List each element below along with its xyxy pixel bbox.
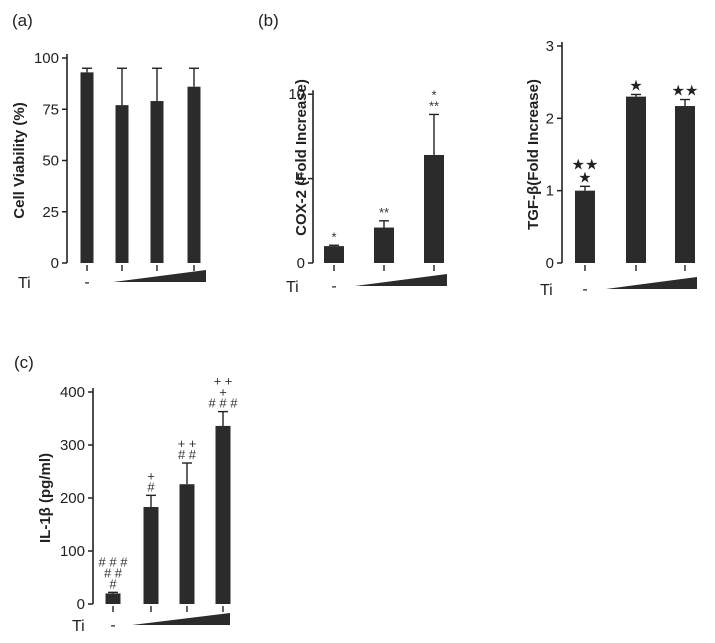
y-tick-label: 0 [546,255,554,272]
y-tick-label: 300 [60,437,85,454]
y-tick-label: 25 [42,204,59,221]
y-tick-label: 1 [546,183,554,200]
y-axis-title: IL-1β (pg/ml) [37,453,54,543]
significance-label: # # # [99,554,129,569]
significance-label: + [219,385,227,400]
bar [675,106,695,263]
y-tick-label: 0 [77,596,85,613]
bar [105,593,121,604]
panel-label-a: (a) [12,11,33,30]
significance-label: ** [429,98,439,113]
significance-label: ★ [578,169,591,186]
y-tick-label: 0 [297,255,305,272]
bar [215,425,231,604]
y-axis-title: Cell Viability (%) [11,102,28,218]
dose-wedge [113,270,206,282]
significance-label: ★ [629,77,642,94]
dose-wedge [132,613,230,625]
significance-label: ★★ [672,83,699,100]
y-tick-label: 100 [34,50,59,67]
treatment-label: Ti [18,275,31,292]
panel-label-c: (c) [14,353,34,372]
bar [187,86,201,263]
dose-wedge [355,274,447,286]
y-axis-title: COX-2 (Fold Increase) [293,79,310,236]
chart-cell-viability: 0 25 50 75 100 Cell Viability (%) Ti - [11,50,206,292]
bar [150,101,164,263]
control-dash: - [582,281,587,298]
y-tick-label: 75 [42,101,59,118]
significance-label: ★★ [572,156,599,173]
bar [179,484,195,604]
bar [626,96,646,263]
significance-label: # [109,576,117,591]
y-tick-label: 5 [297,171,305,188]
control-dash: - [110,617,115,634]
treatment-label: Ti [286,279,299,296]
y-tick-label: 400 [60,384,85,401]
significance-label: ** [379,205,389,220]
bar [374,227,394,263]
bar [80,72,94,263]
significance-label: + [147,468,155,483]
y-tick-label: 3 [546,38,554,55]
y-axis-title: TGF-β(Fold Increase) [525,79,542,230]
significance-label: # # [104,565,123,580]
bar [424,154,444,263]
y-tick-label: 50 [42,153,59,170]
bar [115,105,129,264]
control-dash: - [331,278,336,295]
significance-label: # # # [209,396,239,411]
treatment-label: Ti [72,618,85,635]
y-tick-label: 0 [51,255,59,272]
y-tick-label: 10 [288,86,305,103]
bar [143,507,159,604]
bar [324,246,344,263]
bar [575,190,595,263]
significance-label: * [431,87,436,102]
panel-label-b: (b) [258,11,279,30]
significance-label: + + [178,436,197,451]
significance-label: * [331,229,336,244]
y-tick-label: 2 [546,110,554,127]
significance-label: + + [214,374,233,389]
significance-label: # # [178,447,197,462]
y-tick-label: 100 [60,543,85,560]
y-tick-label: 200 [60,490,85,507]
dose-wedge [606,277,697,289]
control-dash: - [84,274,89,291]
significance-label: # [147,479,155,494]
treatment-label: Ti [540,282,553,299]
